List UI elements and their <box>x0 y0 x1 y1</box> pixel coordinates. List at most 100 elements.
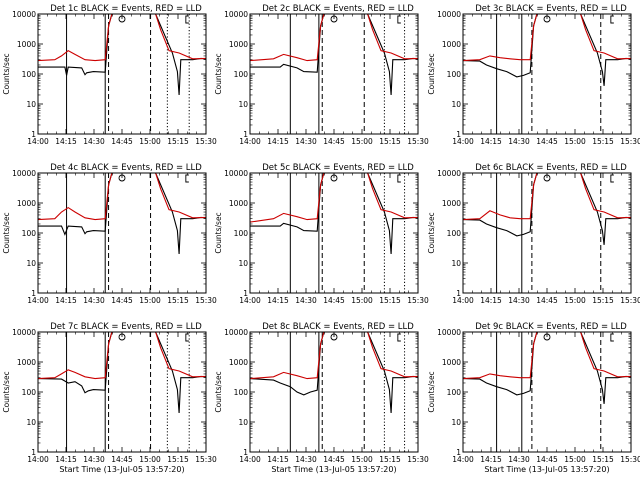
chart-title: Det 4c BLACK = Events, RED = LLD <box>50 163 202 173</box>
plot-frame <box>249 13 419 135</box>
x-tick-label: 14:30 <box>83 137 105 146</box>
start-marker <box>543 174 551 182</box>
x-tick-label: 15:00 <box>139 296 161 305</box>
y-axis-label: Counts/sec <box>427 212 436 253</box>
y-axis-label: Counts/sec <box>2 212 11 253</box>
chart-title: Det 8c BLACK = Events, RED = LLD <box>262 322 414 332</box>
chart-title: Det 2c BLACK = Events, RED = LLD <box>262 4 414 14</box>
x-tick-label: 14:30 <box>295 296 317 305</box>
y-tick-label: 10000 <box>224 328 248 337</box>
y-axis-label: Counts/sec <box>214 371 223 412</box>
y-tick-label: 10 <box>26 418 36 427</box>
x-tick-label: 14:30 <box>295 455 317 464</box>
x-tick-label: 14:30 <box>508 137 530 146</box>
x-tick-label: 14:45 <box>111 137 133 146</box>
y-tick-label: 10000 <box>437 169 461 178</box>
start-marker <box>118 174 126 182</box>
x-tick-label: 14:30 <box>508 455 530 464</box>
plot-frame <box>462 172 632 294</box>
chart-panel-2: Det 2c BLACK = Events, RED = LLD Counts/s… <box>214 4 429 146</box>
x-tick-label: 15:30 <box>407 137 429 146</box>
series-events-line <box>463 14 631 86</box>
chart-title: Det 5c BLACK = Events, RED = LLD <box>262 163 414 173</box>
y-tick-label: 1 <box>243 289 248 298</box>
y-axis-label: Counts/sec <box>2 53 11 94</box>
series-events-line <box>250 332 418 414</box>
start-marker <box>118 15 126 23</box>
end-marker <box>397 333 401 342</box>
x-tick-label: 14:00 <box>239 455 261 464</box>
chart-panel-9: Det 9c BLACK = Events, RED = LLD Counts/s… <box>427 322 640 474</box>
series-lld-line <box>38 14 206 62</box>
x-tick-label: 15:15 <box>167 296 189 305</box>
y-axis-label: Counts/sec <box>214 212 223 253</box>
series-events-line <box>38 173 206 255</box>
x-tick-label: 14:30 <box>83 296 105 305</box>
y-tick-label: 10000 <box>437 10 461 19</box>
series-lld-line <box>38 332 206 380</box>
start-marker <box>543 15 551 23</box>
y-tick-label: 1000 <box>442 358 461 367</box>
x-tick-label: 14:00 <box>27 137 49 146</box>
end-marker <box>185 15 189 24</box>
y-tick-label: 10000 <box>224 10 248 19</box>
x-tick-label: 15:00 <box>351 455 373 464</box>
x-tick-label: 15:30 <box>620 137 640 146</box>
x-tick-label: 14:45 <box>111 455 133 464</box>
y-axis-label: Counts/sec <box>2 371 11 412</box>
x-tick-label: 15:00 <box>351 296 373 305</box>
y-tick-label: 1000 <box>442 199 461 208</box>
x-tick-label: 14:15 <box>480 296 502 305</box>
x-tick-label: 14:15 <box>267 137 289 146</box>
x-tick-label: 14:30 <box>508 296 530 305</box>
chart-panel-1: Det 1c BLACK = Events, RED = LLD Counts/s… <box>2 4 217 146</box>
x-tick-label: 15:30 <box>407 455 429 464</box>
y-tick-label: 10 <box>238 259 248 268</box>
x-axis-label: Start Time (13-Jul-05 13:57:20) <box>271 465 396 474</box>
series-lld-line <box>250 14 418 62</box>
plot-frame <box>462 13 632 135</box>
x-tick-label: 14:30 <box>83 455 105 464</box>
end-marker <box>185 333 189 342</box>
y-tick-label: 100 <box>22 70 37 79</box>
y-tick-label: 10 <box>26 100 36 109</box>
series-lld-line <box>463 332 631 380</box>
plot-frame <box>37 13 207 135</box>
chart-panel-6: Det 6c BLACK = Events, RED = LLD Counts/s… <box>427 163 640 305</box>
y-tick-label: 1 <box>456 448 461 457</box>
start-marker <box>330 333 338 341</box>
y-tick-label: 10000 <box>12 169 36 178</box>
x-tick-label: 14:15 <box>267 455 289 464</box>
y-tick-label: 1000 <box>17 199 36 208</box>
series-events-line <box>38 14 206 96</box>
y-axis-label: Counts/sec <box>427 53 436 94</box>
x-tick-label: 14:45 <box>323 137 345 146</box>
x-tick-label: 15:30 <box>195 296 217 305</box>
x-tick-label: 15:15 <box>167 455 189 464</box>
x-tick-label: 15:30 <box>407 296 429 305</box>
y-tick-label: 10 <box>238 100 248 109</box>
chart-title: Det 3c BLACK = Events, RED = LLD <box>475 4 627 14</box>
x-tick-label: 15:00 <box>564 455 586 464</box>
plot-frame <box>37 172 207 294</box>
x-tick-label: 14:15 <box>55 296 77 305</box>
chart-panel-5: Det 5c BLACK = Events, RED = LLD Counts/s… <box>214 163 429 305</box>
x-tick-label: 15:15 <box>592 296 614 305</box>
end-marker <box>397 174 401 183</box>
y-tick-label: 1000 <box>17 358 36 367</box>
x-tick-label: 15:00 <box>564 296 586 305</box>
x-tick-label: 15:15 <box>379 137 401 146</box>
end-marker <box>610 15 614 24</box>
y-tick-label: 10000 <box>437 328 461 337</box>
series-lld-line <box>463 14 631 62</box>
chart-panel-8: Det 8c BLACK = Events, RED = LLD Counts/s… <box>214 322 429 474</box>
x-tick-label: 14:15 <box>267 296 289 305</box>
x-tick-label: 14:30 <box>295 137 317 146</box>
x-tick-label: 14:00 <box>452 455 474 464</box>
plot-frame <box>249 331 419 453</box>
x-tick-label: 14:45 <box>323 296 345 305</box>
chart-panel-7: Det 7c BLACK = Events, RED = LLD Counts/s… <box>2 322 217 474</box>
y-tick-label: 1000 <box>17 40 36 49</box>
